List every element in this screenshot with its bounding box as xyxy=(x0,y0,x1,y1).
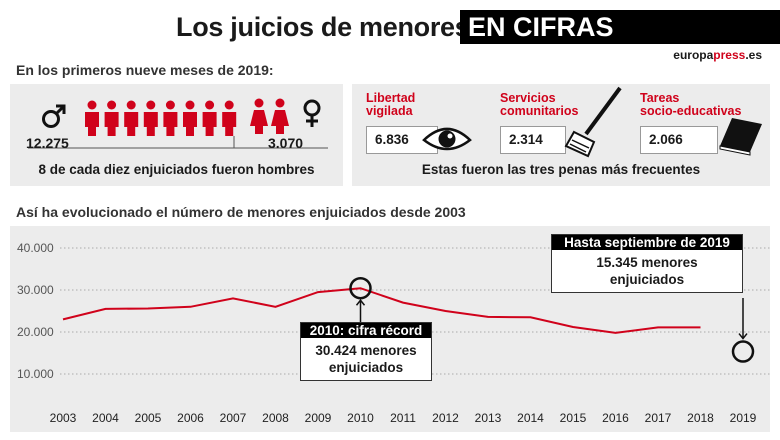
y-tick-label: 40.000 xyxy=(17,241,54,255)
pena-value-servicios: 2.314 xyxy=(500,126,566,154)
pena-label-libertad: Libertad vigilada xyxy=(366,91,416,118)
series-line xyxy=(62,287,701,334)
book-icon xyxy=(719,118,762,156)
x-tick-label: 2016 xyxy=(602,411,629,425)
page-title: Los juicios de menores xyxy=(176,12,470,42)
male-figure-icon xyxy=(143,100,158,136)
male-figures xyxy=(85,100,237,136)
male-symbol-icon xyxy=(42,104,66,128)
pena-label-tareas: Tareas socio-educativas xyxy=(640,91,742,118)
x-tick-label: 2018 xyxy=(687,411,714,425)
x-tick-label: 2017 xyxy=(645,411,672,425)
x-tick-label: 2008 xyxy=(262,411,289,425)
female-figures xyxy=(250,98,289,134)
female-figure-icon xyxy=(271,98,289,134)
annotation-record-head: 2010: cifra récord xyxy=(301,323,431,338)
penas-panel: Libertad vigilada 6.836 Servicios comuni… xyxy=(352,84,770,186)
gender-figures-graphic xyxy=(28,98,328,149)
male-figure-icon xyxy=(124,100,139,136)
male-figure-icon xyxy=(163,100,178,136)
pena-label-servicios: Servicios comunitarios xyxy=(500,91,579,118)
header: Los juicios de menores EN CIFRAS xyxy=(0,8,780,48)
broom-icon xyxy=(564,86,622,158)
brand-mid: press xyxy=(713,48,746,62)
annotation-2019-head: Hasta septiembre de 2019 xyxy=(552,235,742,250)
brand-suffix: .es xyxy=(745,48,762,62)
gender-panel: 12.275 3.070 8 de cada diez enjuiciados … xyxy=(10,84,343,186)
male-figure-icon xyxy=(104,100,119,136)
evolution-line-chart: 10.000 20.000 30.000 40.000 2003 2004 2005 2006… xyxy=(17,241,770,425)
annotation-record-body: 30.424 menores enjuiciados xyxy=(315,343,417,375)
x-tick-label: 2011 xyxy=(390,411,416,425)
annotation-record-2010: 2010: cifra récord 30.424 menores enjuic… xyxy=(300,322,432,381)
x-tick-label: 2012 xyxy=(432,411,459,425)
x-tick-label: 2007 xyxy=(220,411,247,425)
y-tick-label: 10.000 xyxy=(17,367,54,381)
pena-value-tareas: 2.066 xyxy=(640,126,718,154)
x-tick-label: 2019 xyxy=(730,411,757,425)
female-count: 3.070 xyxy=(268,135,304,151)
x-tick-label: 2014 xyxy=(517,411,544,425)
annotation-2019-body: 15.345 menores enjuiciados xyxy=(596,255,698,287)
female-symbol-icon xyxy=(303,99,321,127)
male-figure-icon xyxy=(183,100,197,136)
partial-2019-marker xyxy=(731,340,755,363)
summary-section-label: En los primeros nueve meses de 2019: xyxy=(16,62,274,78)
title-highlight: EN CIFRAS xyxy=(460,10,780,44)
male-figure-icon xyxy=(85,100,99,136)
brand-logo: europapress.es xyxy=(673,48,762,62)
penas-caption: Estas fueron las tres penas más frecuent… xyxy=(421,162,701,177)
evolution-section-label: Así ha evolucionado el número de menores… xyxy=(16,204,466,220)
annotation-2019: Hasta septiembre de 2019 15.345 menores … xyxy=(551,234,743,293)
male-count: 12.275 xyxy=(26,135,69,151)
x-tick-label: 2015 xyxy=(560,411,587,425)
male-figure-icon xyxy=(222,100,237,136)
brand-prefix: europa xyxy=(673,48,714,62)
x-tick-label: 2009 xyxy=(305,411,332,425)
female-figure-icon xyxy=(250,98,268,134)
x-tick-label: 2004 xyxy=(92,411,119,425)
record-arrowhead xyxy=(355,299,366,306)
x-tick-label: 2013 xyxy=(475,411,502,425)
y-tick-label: 30.000 xyxy=(17,283,54,297)
record-point-marker xyxy=(349,276,372,300)
eye-icon xyxy=(422,127,472,151)
x-tick-label: 2006 xyxy=(177,411,204,425)
gender-caption: 8 de cada diez enjuiciados fueron hombre… xyxy=(38,162,315,177)
x-tick-label: 2010 xyxy=(347,411,374,425)
x-tick-label: 2005 xyxy=(135,411,162,425)
partial-2019-arrowhead xyxy=(738,333,748,340)
y-tick-label: 20.000 xyxy=(17,325,54,339)
x-tick-label: 2003 xyxy=(50,411,77,425)
male-figure-icon xyxy=(202,100,217,136)
